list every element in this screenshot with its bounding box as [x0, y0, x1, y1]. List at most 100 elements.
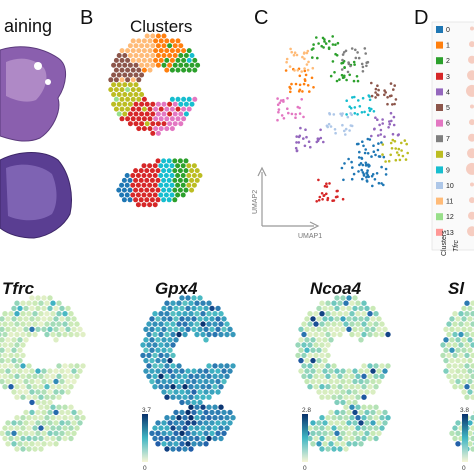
umap-point	[359, 162, 363, 165]
expression-spot	[310, 316, 316, 322]
umap-point	[335, 79, 339, 83]
umap-point	[329, 125, 333, 128]
expression-spot	[2, 321, 8, 327]
expression-spot	[464, 394, 470, 400]
expression-spot	[191, 441, 197, 447]
expression-spot	[5, 441, 11, 447]
expression-spot	[461, 347, 467, 353]
cluster-spot	[144, 33, 150, 39]
umap-point	[353, 63, 356, 66]
expression-spot	[322, 389, 328, 395]
expression-spot	[449, 326, 455, 332]
umap-point	[346, 115, 350, 119]
expression-spot	[346, 399, 352, 406]
cluster-spot	[121, 197, 127, 203]
expression-spot	[185, 420, 191, 426]
expression-spot	[56, 384, 62, 390]
colorbar-gpx4-min: 0	[143, 465, 147, 472]
expression-spot	[2, 331, 8, 338]
expression-spot	[304, 326, 310, 332]
expression-spot	[38, 435, 44, 442]
cluster-spot	[158, 163, 164, 169]
expression-spot	[316, 337, 322, 343]
umap-point	[294, 113, 298, 116]
expression-spot	[53, 378, 59, 385]
expression-spot	[17, 430, 23, 436]
expression-spot	[161, 378, 167, 385]
expression-spot	[355, 435, 361, 442]
expression-spot	[5, 326, 11, 332]
umap-point	[303, 144, 307, 148]
expression-spot	[355, 394, 361, 400]
legend-dot	[469, 41, 474, 48]
cluster-spot	[113, 67, 119, 73]
expression-spot	[379, 331, 385, 338]
umap-point	[289, 90, 292, 94]
expression-spot	[227, 420, 233, 426]
expression-spot	[44, 425, 50, 431]
expression-spot	[0, 347, 5, 353]
cluster-spot	[166, 187, 172, 193]
expression-spot	[182, 331, 188, 338]
umap-point	[277, 110, 280, 114]
expression-spot	[188, 321, 194, 327]
expression-spot	[26, 415, 32, 421]
expression-spot	[44, 331, 50, 338]
expression-spot	[164, 425, 170, 431]
cluster-spot	[167, 121, 173, 127]
expression-spot	[2, 435, 8, 442]
cluster-spot	[166, 158, 172, 164]
expression-spot	[340, 409, 346, 416]
expression-spot	[155, 347, 161, 353]
expression-spot	[343, 446, 349, 452]
cluster-spot	[172, 197, 178, 203]
expression-spot	[200, 425, 206, 431]
umap-point	[339, 112, 342, 116]
expression-spot	[310, 420, 316, 426]
expression-spot	[176, 300, 182, 306]
umap-point	[393, 84, 397, 87]
expression-spot	[152, 331, 158, 338]
umap-point	[341, 76, 345, 79]
expression-spot	[44, 373, 50, 379]
expression-spot	[298, 357, 304, 364]
expression-spot	[352, 368, 358, 374]
expression-spot	[155, 378, 161, 385]
umap-point	[336, 189, 339, 193]
expression-spot	[167, 378, 173, 385]
cluster-spot	[169, 67, 175, 73]
expression-spot	[316, 347, 322, 353]
legend-swatch	[436, 72, 443, 80]
expression-spot	[23, 430, 29, 436]
expression-spot	[194, 331, 200, 338]
cluster-spot	[138, 177, 144, 183]
expression-spot	[167, 441, 173, 447]
legend-swatch	[436, 26, 443, 33]
cluster-spot	[144, 177, 150, 183]
expression-spot	[349, 321, 355, 327]
expression-spot	[215, 368, 221, 374]
umap-point	[398, 158, 402, 162]
umap-point	[400, 149, 403, 152]
cluster-spot	[125, 67, 131, 73]
umap-point	[312, 86, 315, 89]
expression-spot	[158, 352, 164, 359]
umap-point	[329, 74, 333, 78]
expression-spot	[322, 305, 328, 312]
expression-spot	[41, 305, 47, 312]
cluster-spot	[116, 62, 122, 68]
expression-spot	[443, 347, 449, 353]
expression-spot	[376, 368, 382, 374]
expression-spot	[349, 425, 355, 431]
cluster-spot	[169, 106, 175, 112]
expression-spot	[355, 331, 361, 338]
expression-spot	[170, 342, 176, 348]
umap-point	[349, 64, 352, 68]
expression-spot	[467, 337, 473, 343]
umap-point	[318, 195, 322, 199]
expression-spot	[182, 394, 188, 400]
legend-label: 10	[446, 183, 454, 190]
expression-spot	[26, 446, 32, 452]
expression-spot	[304, 368, 310, 374]
expression-spot	[14, 384, 20, 390]
